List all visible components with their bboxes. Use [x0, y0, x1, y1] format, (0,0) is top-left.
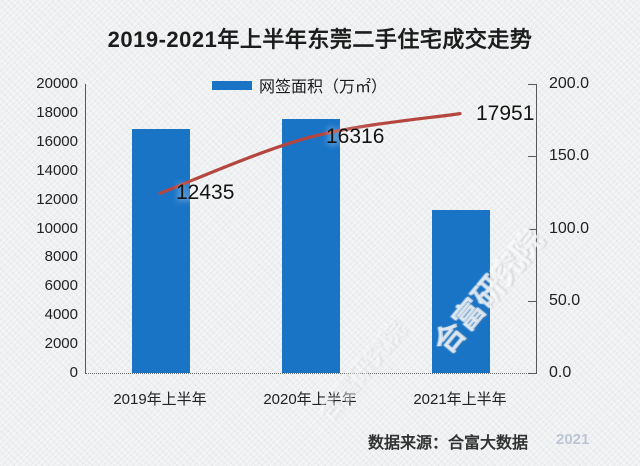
right-axis-tick [528, 84, 536, 85]
trend-line-path [158, 112, 462, 195]
bar [282, 118, 340, 373]
y-axis-right-label: 200.0 [549, 75, 590, 92]
right-axis-tick [528, 228, 536, 230]
trend-line [158, 112, 462, 195]
line-data-label: 16316 [326, 125, 385, 149]
y-axis-left-label: 0 [69, 364, 78, 381]
bar [432, 210, 490, 373]
bar [132, 128, 190, 373]
x-axis-label: 2021年上半年 [413, 391, 507, 408]
y-axis-left-label: 18000 [36, 103, 78, 121]
y-axis-left-label: 2000 [44, 335, 78, 353]
line-data-label: 12435 [176, 181, 235, 205]
x-axis-label: 2019年上半年 [113, 391, 207, 408]
legend: 网签面积（万㎡） [212, 75, 388, 96]
right-axis-tick [528, 373, 536, 374]
y-axis-right-label: 150.0 [549, 147, 590, 165]
chart-title: 2019-2021年上半年东莞二手住宅成交走势 [107, 27, 533, 52]
legend-bar-swatch [212, 80, 252, 90]
y-axis-right-label: 100.0 [549, 219, 590, 237]
plot-area [85, 84, 537, 374]
y-axis-left-label: 8000 [44, 248, 78, 266]
data-source-label: 数据来源：合富大数据 [368, 435, 529, 452]
x-axis-label: 2020年上半年 [263, 391, 357, 408]
y-axis-left-label: 12000 [36, 190, 78, 208]
y-axis-right-label: 0.0 [549, 364, 572, 381]
y-axis-right-label: 50.0 [549, 291, 581, 309]
y-axis-left-label: 6000 [44, 277, 78, 295]
y-axis-left-label: 4000 [44, 306, 78, 324]
y-axis-left-label: 10000 [36, 219, 78, 237]
y-axis-left-label: 20000 [36, 75, 78, 92]
right-axis-tick [528, 156, 536, 158]
legend-label: 网签面积（万㎡） [259, 79, 388, 96]
y-axis-left-label: 16000 [36, 132, 78, 150]
right-axis-tick [528, 300, 536, 302]
watermark-year: 2021 [556, 431, 590, 448]
line-data-label: 17951 [476, 101, 535, 125]
y-axis-left-label: 14000 [36, 161, 78, 179]
